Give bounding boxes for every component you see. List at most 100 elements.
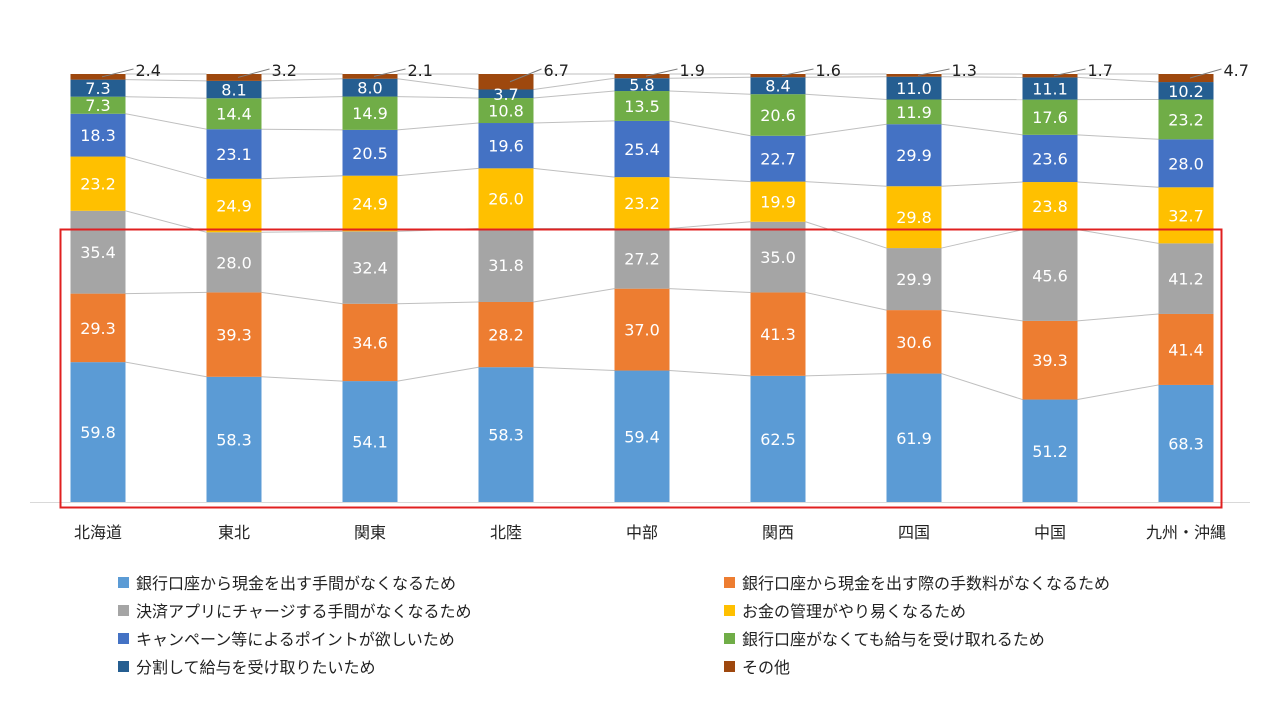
bar-segment [342,96,398,130]
data-label: 13.5 [624,97,660,116]
series-line [805,221,887,249]
bar-segment [478,228,534,302]
bar-segment [478,123,534,169]
bar-segment [206,98,262,130]
bar-segment [70,74,126,80]
bar-segment [206,80,262,99]
series-line [261,230,343,233]
legend-label: キャンペーン等によるポイントが欲しいため [136,630,455,649]
data-label: 23.1 [216,145,252,164]
data-label: 3.2 [272,61,297,80]
x-tick-label: 北陸 [490,523,522,542]
legend-item: 決済アプリにチャージする手間がなくなるため [118,598,472,622]
bar-segment [478,367,534,502]
data-label: 54.1 [352,433,388,452]
data-label: 39.3 [1032,351,1068,370]
data-label: 37.0 [624,321,660,340]
bar-segment [478,168,534,229]
leader-line [781,68,814,77]
x-tick-label: 中部 [626,523,658,542]
data-label: 29.9 [896,146,932,165]
series-line [261,175,343,180]
legend-item: 分割して給与を受け取りたいため [118,654,376,678]
legend-swatch [118,632,129,644]
series-line [125,156,207,180]
series-line [805,76,887,78]
series-line [941,309,1023,322]
bar-segment [1022,182,1078,230]
bar-segment [750,181,806,222]
series-line [941,181,1023,187]
series-line [941,229,1023,249]
series-line [533,77,615,90]
data-label: 19.6 [488,137,524,156]
bar-segment [750,94,806,136]
data-label: 1.3 [952,61,977,80]
data-label: 24.9 [352,195,388,214]
data-label: 28.0 [1168,154,1204,173]
data-label: 25.4 [624,140,660,159]
bar-segment [342,303,398,382]
series-line [397,301,479,305]
bar-segment [1158,313,1214,385]
data-label: 30.6 [896,333,932,352]
bar-segment [70,156,126,211]
data-label: 11.0 [896,79,932,98]
bar-segment [206,178,262,233]
series-line [669,288,751,293]
data-label: 58.3 [216,430,252,449]
data-label: 28.2 [488,326,524,345]
series-line [397,122,479,131]
series-line [669,221,751,229]
bar-segment [614,91,670,121]
data-label: 18.3 [80,126,116,145]
data-label: 23.2 [1168,110,1204,129]
x-tick-label: 東北 [218,523,250,542]
leader-line [917,68,950,76]
data-label: 8.1 [221,81,246,100]
bar-segment [206,74,262,81]
data-label: 31.8 [488,256,524,275]
bar-segment [886,124,942,187]
data-label: 17.6 [1032,108,1068,127]
bar-segment [342,175,398,232]
data-label: 23.6 [1032,149,1068,168]
series-line [941,373,1023,401]
series-line [805,93,887,101]
bar-segment [1158,243,1214,314]
data-label: 22.7 [760,150,796,169]
data-label: 19.9 [760,193,796,212]
leader-line [237,68,270,78]
bar-segment [614,228,670,289]
series-line [397,96,479,99]
bar-segment [70,96,126,114]
leader-line [101,68,134,78]
series-line [533,366,615,372]
legend-item: 銀行口座から現金を出す際の手数料がなくなるため [724,570,1110,594]
bar-segment [750,375,806,502]
data-label: 1.7 [1088,61,1113,80]
x-tick-label: 北海道 [74,523,122,542]
data-label: 14.4 [216,105,252,124]
bar-segment [206,232,262,293]
data-label: 39.3 [216,326,252,345]
data-label: 29.9 [896,270,932,289]
x-tick-label: 九州・沖縄 [1146,523,1226,542]
series-line [669,176,751,183]
data-label: 2.1 [408,61,433,80]
bar-segment [206,292,262,377]
bar-segment [750,74,806,78]
bar-segment [886,310,942,374]
bar-segment [342,231,398,304]
series-line [397,366,479,382]
bar-segment [614,78,670,92]
legend-item: お金の管理がやり易くなるため [724,598,966,622]
legend-label: その他 [742,658,791,677]
series-line [397,78,479,90]
data-label: 8.0 [357,79,382,98]
data-label: 45.6 [1032,266,1068,285]
bar-segment [1158,187,1214,244]
series-line [125,361,207,378]
data-label: 7.3 [85,96,110,115]
series-line [941,123,1023,136]
